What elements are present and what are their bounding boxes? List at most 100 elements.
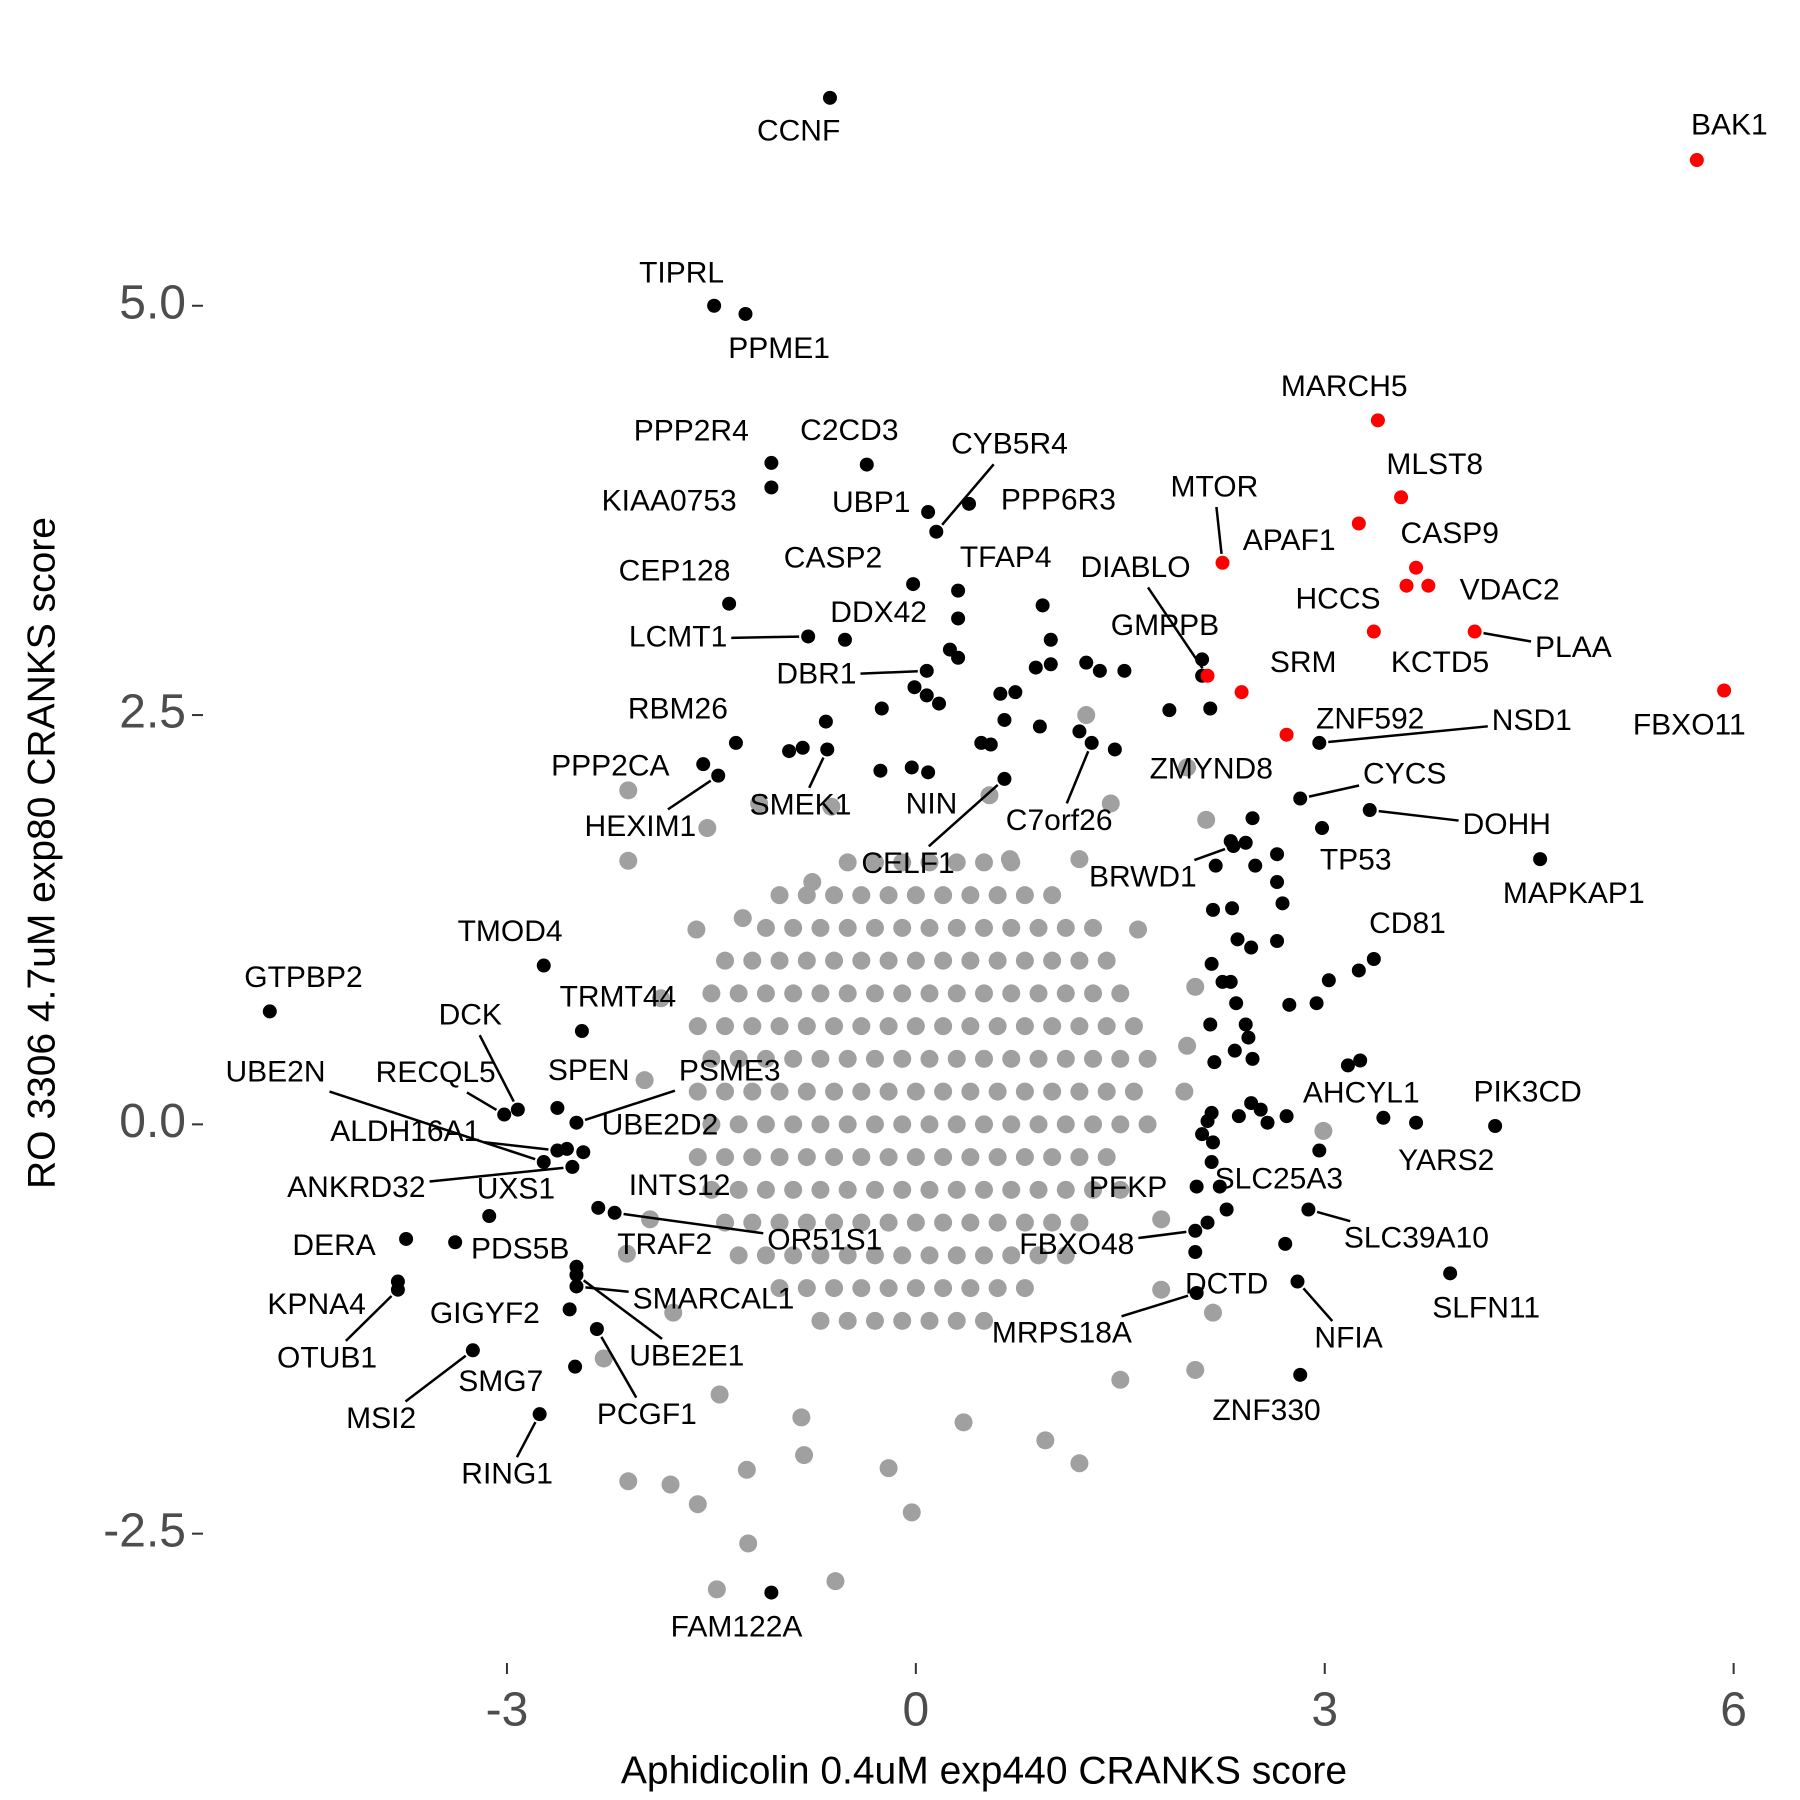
background-point bbox=[852, 886, 871, 905]
highlight-point bbox=[1092, 663, 1107, 678]
point-label: TRMT44 bbox=[560, 980, 677, 1013]
highlight-point bbox=[1229, 996, 1244, 1011]
highlight-point bbox=[820, 742, 835, 757]
background-point bbox=[988, 1213, 1007, 1232]
background-point bbox=[920, 984, 939, 1003]
highlight-point bbox=[801, 629, 816, 644]
point-label: CASP2 bbox=[784, 542, 882, 575]
background-point bbox=[1015, 1082, 1034, 1101]
background-point bbox=[852, 1017, 871, 1036]
background-point bbox=[879, 1017, 898, 1036]
background-point bbox=[784, 1246, 803, 1265]
highlight-point bbox=[576, 1145, 591, 1160]
point-label: SRM bbox=[1270, 646, 1337, 679]
background-point bbox=[961, 951, 980, 970]
highlight-point bbox=[1043, 632, 1058, 647]
highlight-point bbox=[728, 735, 743, 750]
background-point bbox=[756, 1115, 775, 1134]
background-point bbox=[1002, 1246, 1021, 1265]
background-point bbox=[961, 1148, 980, 1167]
highlight-point bbox=[1467, 624, 1482, 639]
background-point bbox=[879, 1459, 898, 1478]
background-point bbox=[975, 1311, 993, 1330]
leader-line bbox=[404, 1354, 467, 1403]
background-point bbox=[1002, 1180, 1021, 1199]
background-point bbox=[756, 1246, 775, 1265]
highlight-point bbox=[919, 663, 934, 678]
highlight-point bbox=[1351, 516, 1366, 531]
point-label: MAPKAP1 bbox=[1503, 877, 1645, 910]
highlight-point bbox=[711, 768, 726, 783]
background-point bbox=[920, 1049, 939, 1068]
point-label: FBXO48 bbox=[1019, 1228, 1134, 1261]
background-point bbox=[811, 984, 830, 1003]
background-point bbox=[784, 1180, 803, 1199]
background-point bbox=[838, 918, 857, 937]
background-point bbox=[865, 1115, 884, 1134]
background-point bbox=[635, 1071, 654, 1090]
background-point bbox=[906, 951, 925, 970]
point-label: TMOD4 bbox=[458, 915, 563, 948]
highlight-point bbox=[1226, 839, 1241, 854]
leader-line bbox=[1215, 506, 1223, 554]
background-point bbox=[906, 1213, 925, 1232]
highlight-point bbox=[921, 765, 936, 780]
background-point bbox=[920, 1246, 939, 1265]
background-point bbox=[980, 786, 999, 805]
background-point bbox=[1097, 1148, 1116, 1167]
highlight-point bbox=[510, 1102, 525, 1117]
point-label: CYB5R4 bbox=[951, 428, 1068, 461]
background-point bbox=[1002, 984, 1021, 1003]
highlight-point bbox=[795, 740, 810, 755]
y-tick-label: -2.5 bbox=[103, 1504, 186, 1557]
point-label: VDAC2 bbox=[1460, 573, 1560, 606]
background-point bbox=[934, 951, 953, 970]
background-point bbox=[879, 1279, 898, 1298]
point-label: UBE2N bbox=[225, 1056, 325, 1089]
point-label: DERA bbox=[292, 1229, 375, 1262]
background-point bbox=[1015, 1213, 1034, 1232]
leader-line bbox=[1065, 750, 1090, 804]
background-point bbox=[784, 1049, 803, 1068]
background-point bbox=[1186, 1360, 1205, 1379]
highlight-point bbox=[607, 1205, 622, 1220]
background-point bbox=[825, 1213, 844, 1232]
background-point bbox=[733, 909, 752, 928]
highlight-point bbox=[921, 505, 936, 520]
point-label: FBXO11 bbox=[1633, 708, 1746, 741]
highlight-point bbox=[1219, 1202, 1234, 1217]
highlight-point bbox=[1008, 685, 1023, 700]
y-tick-label: 0.0 bbox=[119, 1095, 186, 1148]
background-point bbox=[1197, 810, 1216, 829]
highlight-point bbox=[1270, 847, 1285, 862]
background-point bbox=[729, 1115, 748, 1134]
background-point bbox=[702, 1115, 721, 1134]
background-point bbox=[893, 1311, 912, 1330]
point-label: HCCS bbox=[1296, 583, 1381, 616]
point-label: MSI2 bbox=[346, 1402, 416, 1435]
point-label: PCGF1 bbox=[597, 1398, 697, 1431]
highlight-point bbox=[1340, 1058, 1355, 1073]
background-point bbox=[825, 1082, 844, 1101]
highlight-point bbox=[1366, 952, 1381, 967]
highlight-point bbox=[951, 583, 966, 598]
highlight-point bbox=[1200, 1114, 1215, 1129]
background-point bbox=[838, 1115, 857, 1134]
highlight-point bbox=[707, 298, 722, 313]
highlight-point bbox=[1260, 1115, 1275, 1130]
leader-line bbox=[345, 1295, 393, 1342]
highlight-point bbox=[1689, 153, 1704, 168]
highlight-point bbox=[1409, 560, 1424, 575]
highlight-point bbox=[837, 632, 852, 647]
leader-line bbox=[600, 1336, 638, 1399]
background-point bbox=[838, 1311, 857, 1330]
leader-line bbox=[478, 1034, 515, 1103]
background-point bbox=[1138, 1049, 1157, 1068]
background-point bbox=[975, 984, 993, 1003]
background-point bbox=[879, 1082, 898, 1101]
leader-line bbox=[515, 1421, 537, 1458]
background-point bbox=[920, 918, 939, 937]
x-axis-title: Aphidicolin 0.4uM exp440 CRANKS score bbox=[621, 1749, 1347, 1792]
background-point bbox=[1036, 1431, 1055, 1450]
